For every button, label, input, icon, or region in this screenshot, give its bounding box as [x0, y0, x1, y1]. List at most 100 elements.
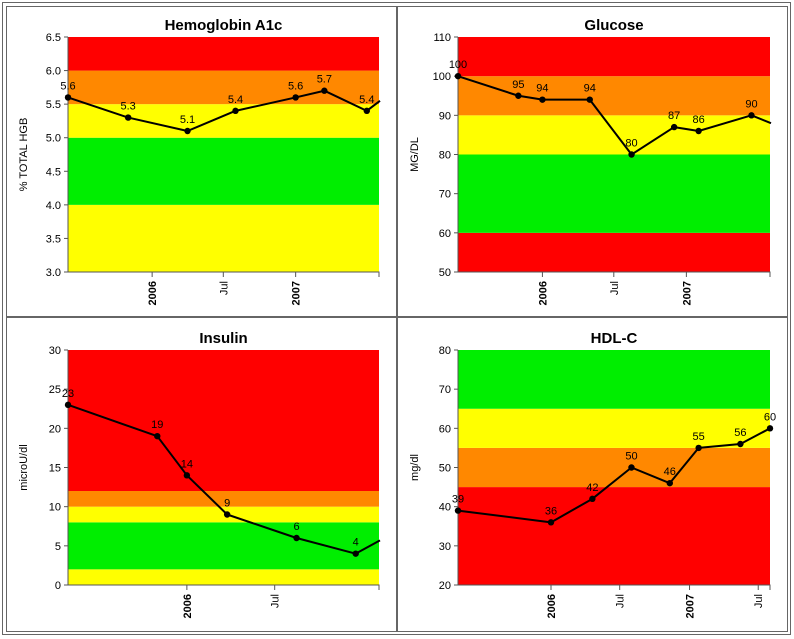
data-point [352, 550, 359, 557]
data-label: 23 [62, 388, 74, 400]
data-label: 4 [353, 537, 359, 549]
data-point [589, 495, 596, 503]
data-point [292, 94, 299, 101]
y-tick-label: 4.0 [46, 200, 61, 212]
data-label: 56 [734, 427, 746, 439]
y-tick-label: 25 [49, 384, 61, 396]
data-label: 5.4 [359, 94, 374, 106]
y-tick-label: 3.5 [46, 233, 61, 245]
range-band [68, 569, 379, 585]
y-tick-label: 90 [439, 110, 451, 122]
range-band [68, 491, 379, 507]
range-band [458, 76, 770, 116]
data-point [748, 112, 755, 119]
x-tick-label: Jul [753, 594, 765, 608]
data-point [670, 123, 678, 131]
y-tick-label: 60 [439, 423, 451, 435]
y-tick-label: 30 [439, 541, 451, 553]
range-band [458, 154, 770, 233]
y-axis-label: microU/dl [18, 444, 30, 490]
data-label: 86 [692, 114, 704, 126]
data-label: 5.1 [180, 114, 195, 126]
data-point [293, 534, 300, 542]
data-label: 39 [452, 494, 464, 506]
y-tick-label: 30 [49, 345, 61, 357]
data-label: 95 [512, 79, 524, 91]
x-tick-label: 2006 [147, 281, 159, 305]
y-tick-label: 15 [49, 463, 61, 475]
range-band [458, 37, 770, 77]
data-point [695, 127, 702, 135]
x-tick-label: Jul [270, 594, 282, 608]
data-point [628, 464, 635, 471]
data-label: 50 [625, 451, 637, 463]
x-tick-label: 2007 [681, 281, 693, 305]
x-tick-label: 2007 [291, 281, 303, 305]
data-point [223, 511, 231, 518]
y-tick-label: 20 [439, 580, 451, 592]
y-tick-label: 20 [49, 423, 61, 435]
data-point [666, 479, 673, 487]
data-label: 80 [625, 138, 637, 150]
y-tick-label: 40 [439, 502, 451, 514]
data-point [695, 444, 702, 452]
y-tick-label: 100 [433, 71, 451, 83]
chart-svg: HDL-C 20 30 40 50 60 70 80 mg/dl 2006 Jul 2007 Jul 39… [409, 330, 776, 618]
x-tick-label: Jul [218, 281, 230, 295]
y-tick-label: 70 [439, 384, 451, 396]
chart-title: Glucose [584, 17, 643, 34]
hemoglobin-a1c-chart-panel: Hemoglobin A1c 3.0 3.5 4.0 4.5 5.0 5.5 6.0 6.5 % … [6, 6, 397, 317]
chart-title: Hemoglobin A1c [165, 17, 283, 34]
y-tick-label: 0 [55, 580, 61, 592]
y-tick-label: 50 [439, 463, 451, 475]
data-point [321, 87, 328, 94]
data-label: 19 [151, 419, 163, 431]
glucose-chart-panel: Glucose 50 60 70 80 90 100 110 MG/DL 2006 Jul 2007 1… [397, 6, 788, 317]
series-line [457, 427, 771, 524]
data-label: 55 [693, 431, 705, 443]
y-tick-label: 5.0 [46, 133, 61, 145]
data-label: 42 [586, 482, 598, 494]
data-label: 94 [536, 83, 548, 95]
data-label: 94 [584, 83, 596, 95]
range-band [458, 232, 770, 272]
data-point [586, 96, 593, 103]
range-band [68, 104, 379, 138]
data-label: 87 [668, 110, 680, 122]
data-point [539, 96, 546, 103]
x-tick-label: 2006 [537, 281, 549, 305]
data-label: 90 [745, 98, 757, 110]
y-tick-label: 6.5 [46, 32, 61, 44]
y-tick-label: 60 [439, 228, 451, 240]
range-band [458, 350, 770, 409]
data-point [737, 440, 744, 448]
range-band [458, 115, 770, 155]
y-tick-label: 80 [439, 150, 451, 162]
y-axis-label: MG/DL [409, 137, 421, 172]
y-tick-label: 6.0 [46, 66, 61, 78]
data-point [363, 107, 371, 115]
y-tick-label: 110 [433, 32, 451, 44]
x-tick-label: Jul [609, 281, 621, 295]
data-point [64, 94, 72, 101]
data-label: 60 [764, 411, 776, 423]
data-point [547, 519, 555, 526]
y-axis-label: mg/dl [409, 454, 421, 481]
data-point [454, 72, 462, 80]
chart-svg: Hemoglobin A1c 3.0 3.5 4.0 4.5 5.0 5.5 6.0 6.5 % … [18, 17, 381, 305]
y-tick-label: 50 [439, 267, 451, 279]
data-label: 6 [293, 521, 299, 533]
data-label: 14 [181, 458, 193, 470]
data-label: 100 [449, 59, 467, 71]
y-tick-label: 4.5 [46, 166, 61, 178]
range-band [68, 506, 379, 523]
x-tick-label: 2006 [182, 594, 194, 618]
range-band [68, 522, 379, 570]
chart-title: HDL-C [591, 330, 638, 347]
range-band [458, 408, 770, 448]
data-label: 5.3 [121, 101, 136, 113]
data-point [232, 107, 239, 115]
data-label: 5.7 [317, 74, 332, 86]
data-point [154, 432, 161, 440]
